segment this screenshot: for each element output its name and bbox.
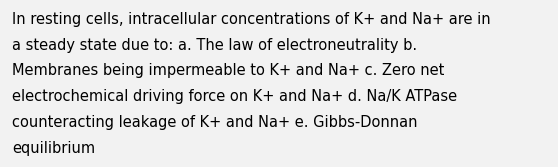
Text: electrochemical driving force on K+ and Na+ d. Na/K ATPase: electrochemical driving force on K+ and … [12,89,458,104]
Text: counteracting leakage of K+ and Na+ e. Gibbs-Donnan: counteracting leakage of K+ and Na+ e. G… [12,115,418,130]
Text: equilibrium: equilibrium [12,141,95,156]
Text: a steady state due to: a. The law of electroneutrality b.: a steady state due to: a. The law of ele… [12,38,417,53]
Text: In resting cells, intracellular concentrations of K+ and Na+ are in: In resting cells, intracellular concentr… [12,12,491,27]
Text: Membranes being impermeable to K+ and Na+ c. Zero net: Membranes being impermeable to K+ and Na… [12,63,445,78]
